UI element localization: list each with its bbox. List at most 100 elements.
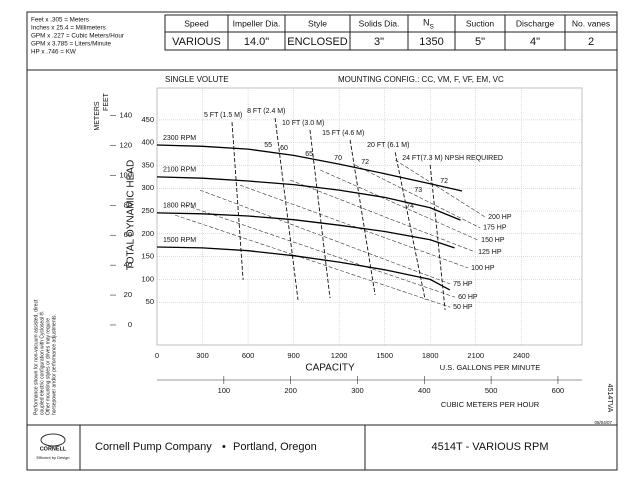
npsh-line bbox=[349, 139, 376, 295]
x-tick-label: 600 bbox=[242, 351, 255, 360]
header-label: Discharge bbox=[516, 18, 555, 28]
npsh-label: 10 FT (3.0 M) bbox=[282, 120, 324, 127]
rpm-label: 2100 RPM bbox=[163, 167, 196, 174]
header-value: 4" bbox=[530, 36, 540, 48]
y-tick-label: 400 bbox=[141, 138, 154, 147]
rpm-curve bbox=[156, 212, 455, 249]
logo-mark bbox=[40, 433, 66, 447]
header-label-sub: S bbox=[430, 24, 435, 31]
npsh-line bbox=[274, 118, 299, 300]
x2-tick-label: 600 bbox=[552, 386, 565, 395]
header-label: No. vanes bbox=[572, 18, 610, 28]
y-tick-label: 150 bbox=[141, 252, 154, 261]
location: Portland, Oregon bbox=[233, 441, 317, 453]
x-unit: U.S. GALLONS PER MINUTE bbox=[440, 363, 540, 372]
hp-label: 60 HP bbox=[458, 294, 478, 301]
conversion-note: Inches x 25.4 = Millimeters bbox=[31, 25, 106, 32]
rpm-label: 1500 RPM bbox=[163, 237, 196, 244]
y2-unit: METERS bbox=[94, 101, 101, 131]
subtitle: SINGLE VOLUTE bbox=[165, 75, 229, 84]
x2-tick-label: 200 bbox=[284, 386, 297, 395]
y-tick-label: 100 bbox=[141, 274, 154, 283]
efficiency-label: 70 bbox=[334, 155, 342, 162]
header-value: 14.0" bbox=[244, 36, 269, 48]
hp-line bbox=[185, 204, 456, 298]
header-label: Impeller Dia. bbox=[233, 18, 281, 28]
hp-label: 75 HP bbox=[453, 281, 473, 288]
x-tick-label: 2400 bbox=[513, 351, 530, 360]
rpm-label: 2300 RPM bbox=[163, 135, 196, 142]
header-label: Solids Dia. bbox=[359, 18, 400, 28]
conversion-note: Feet x .305 = Meters bbox=[31, 17, 89, 24]
efficiency-label: 55 bbox=[264, 142, 272, 149]
x-tick-label: 1200 bbox=[331, 351, 348, 360]
x-tick-label: 2100 bbox=[467, 351, 484, 360]
npsh-line bbox=[231, 122, 244, 280]
header-label: Suction bbox=[466, 18, 495, 28]
y-axis-title: TOTAL DYNAMIC HEAD bbox=[126, 160, 137, 270]
npsh-label: 15 FT (4.6 M) bbox=[322, 130, 364, 137]
conversion-note: GPM x .227 = Cubic Meters/Hour bbox=[31, 33, 124, 40]
hp-line bbox=[239, 184, 469, 269]
hp-label: 175 HP bbox=[483, 225, 507, 232]
disclaimer: Other mounting styles or drives may requ… bbox=[45, 318, 51, 415]
y2-tick-label: 20 bbox=[124, 290, 132, 299]
y2-tick-label: 60 bbox=[124, 230, 132, 239]
hp-line bbox=[199, 189, 451, 285]
sheet-title: 4514T - VARIOUS RPM bbox=[432, 441, 549, 453]
header-value: 2 bbox=[588, 36, 594, 48]
disclaimer: horsepower and/or performance adjustment… bbox=[51, 314, 57, 415]
x2-tick-label: 300 bbox=[351, 386, 364, 395]
x-tick-label: 1500 bbox=[376, 351, 393, 360]
y-unit: FEET bbox=[103, 92, 110, 111]
separator: • bbox=[222, 441, 226, 453]
x2-tick-label: 100 bbox=[218, 386, 231, 395]
hp-line bbox=[289, 179, 476, 253]
x-axis-title: CAPACITY bbox=[305, 363, 355, 374]
npsh-label: 5 FT (1.5 M) bbox=[204, 112, 242, 119]
npsh-label: 8 FT (2.4 M) bbox=[247, 108, 285, 115]
efficiency-label: 73 bbox=[414, 187, 422, 194]
header-label: Speed bbox=[184, 18, 209, 28]
header-value: 1350 bbox=[419, 36, 443, 48]
y2-tick-label: 140 bbox=[119, 111, 132, 120]
logo-tagline: Efficient by Design bbox=[36, 455, 69, 460]
conversion-note: GPM x 3.785 = Liters/Minute bbox=[31, 41, 111, 48]
x-tick-label: 300 bbox=[196, 351, 209, 360]
efficiency-label: 72 bbox=[361, 159, 369, 166]
hp-line bbox=[175, 214, 451, 308]
hp-label: 150 HP bbox=[481, 237, 505, 244]
efficiency-label: 72 bbox=[440, 178, 448, 185]
drawing-number: 4514TVA bbox=[606, 384, 613, 413]
y-tick-label: 250 bbox=[141, 206, 154, 215]
rpm-curve bbox=[156, 144, 463, 192]
rpm-curve bbox=[156, 246, 451, 291]
header-value: VARIOUS bbox=[172, 36, 221, 48]
disclaimer: coupled electric configuration with Cycl… bbox=[38, 310, 45, 415]
rpm-curve bbox=[156, 176, 461, 221]
npsh-label: 20 FT (6.1 M) bbox=[367, 142, 409, 149]
logo-text: CORNELL bbox=[40, 446, 67, 452]
hp-line bbox=[354, 164, 481, 229]
hp-line bbox=[320, 169, 479, 241]
company: Cornell Pump Company bbox=[95, 441, 212, 453]
logo: CORNELL Efficient by Design bbox=[36, 433, 70, 460]
y-tick-label: 200 bbox=[141, 229, 154, 238]
x-tick-label: 900 bbox=[287, 351, 300, 360]
x2-tick-label: 400 bbox=[418, 386, 431, 395]
header-label: Style bbox=[308, 18, 327, 28]
x2-tick-label: 500 bbox=[485, 386, 498, 395]
efficiency-label: 65 bbox=[305, 151, 313, 158]
date: 08/04/07 bbox=[594, 420, 612, 425]
x-tick-label: 0 bbox=[155, 351, 159, 360]
header-value: 5" bbox=[475, 36, 485, 48]
header-value: ENCLOSED bbox=[287, 36, 348, 48]
y-tick-label: 350 bbox=[141, 160, 154, 169]
efficiency-label: 74 bbox=[406, 203, 414, 210]
hp-label: 125 HP bbox=[478, 249, 502, 256]
y-tick-label: 50 bbox=[146, 297, 154, 306]
y2-tick-label: 100 bbox=[119, 170, 132, 179]
x-tick-label: 1800 bbox=[422, 351, 439, 360]
conversion-note: HP x .746 = KW bbox=[31, 49, 76, 56]
